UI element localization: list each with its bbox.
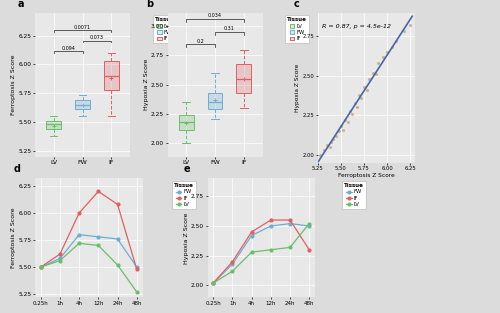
Point xyxy=(388,45,396,50)
Point xyxy=(357,95,365,100)
Legend: LV, FW, IF: LV, FW, IF xyxy=(152,15,177,43)
Point xyxy=(362,88,370,93)
Point xyxy=(335,129,343,134)
Point xyxy=(356,92,364,97)
X-axis label: Ferroptosis Z Score: Ferroptosis Z Score xyxy=(338,173,394,177)
Point xyxy=(323,143,331,148)
Point xyxy=(360,84,368,89)
Point xyxy=(400,29,408,34)
PathPatch shape xyxy=(178,115,194,130)
Point xyxy=(326,144,334,149)
Point xyxy=(338,127,346,132)
Legend: FW, IF, LV: FW, IF, LV xyxy=(172,181,196,209)
Text: e: e xyxy=(184,164,190,174)
Text: 0.073: 0.073 xyxy=(90,35,104,40)
Legend: LV, FW, IF: LV, FW, IF xyxy=(285,15,310,43)
Point xyxy=(320,148,328,153)
Point xyxy=(330,136,338,141)
Point xyxy=(369,70,377,75)
Text: 0.034: 0.034 xyxy=(208,13,222,18)
Text: b: b xyxy=(146,0,154,9)
Point xyxy=(378,54,386,59)
Text: 0.31: 0.31 xyxy=(224,26,235,31)
Text: 0.094: 0.094 xyxy=(61,45,75,50)
PathPatch shape xyxy=(236,64,252,93)
PathPatch shape xyxy=(104,61,119,90)
Point xyxy=(344,119,352,124)
Point xyxy=(364,76,372,81)
Y-axis label: Ferroptosis Z Score: Ferroptosis Z Score xyxy=(12,208,16,268)
Point xyxy=(350,100,358,105)
Point xyxy=(332,133,340,138)
Point xyxy=(354,105,362,110)
Y-axis label: Hypoxia Z Score: Hypoxia Z Score xyxy=(144,59,149,110)
Y-axis label: Ferroptosis Z Score: Ferroptosis Z Score xyxy=(12,54,16,115)
Point xyxy=(336,124,344,129)
Text: d: d xyxy=(14,164,20,174)
Point xyxy=(316,152,324,157)
Point xyxy=(348,111,356,116)
Point xyxy=(328,140,336,145)
Point xyxy=(342,118,349,123)
PathPatch shape xyxy=(75,100,90,109)
Text: 0.2: 0.2 xyxy=(196,39,204,44)
Point xyxy=(383,49,391,54)
Y-axis label: Hypoxia Z Score: Hypoxia Z Score xyxy=(184,212,189,264)
Y-axis label: Hypoxia Z Score: Hypoxia Z Score xyxy=(295,64,300,112)
PathPatch shape xyxy=(46,121,61,130)
Text: a: a xyxy=(18,0,25,9)
Text: 0.0071: 0.0071 xyxy=(74,25,91,30)
Point xyxy=(392,38,400,44)
PathPatch shape xyxy=(208,93,222,109)
Text: c: c xyxy=(293,0,299,8)
Point xyxy=(372,72,380,77)
Text: R = 0.87, p = 4.5e-12: R = 0.87, p = 4.5e-12 xyxy=(322,23,392,28)
Legend: FW, IF, LV: FW, IF, LV xyxy=(342,181,366,209)
Point xyxy=(374,61,382,66)
Point xyxy=(406,23,414,28)
Point xyxy=(346,108,354,113)
